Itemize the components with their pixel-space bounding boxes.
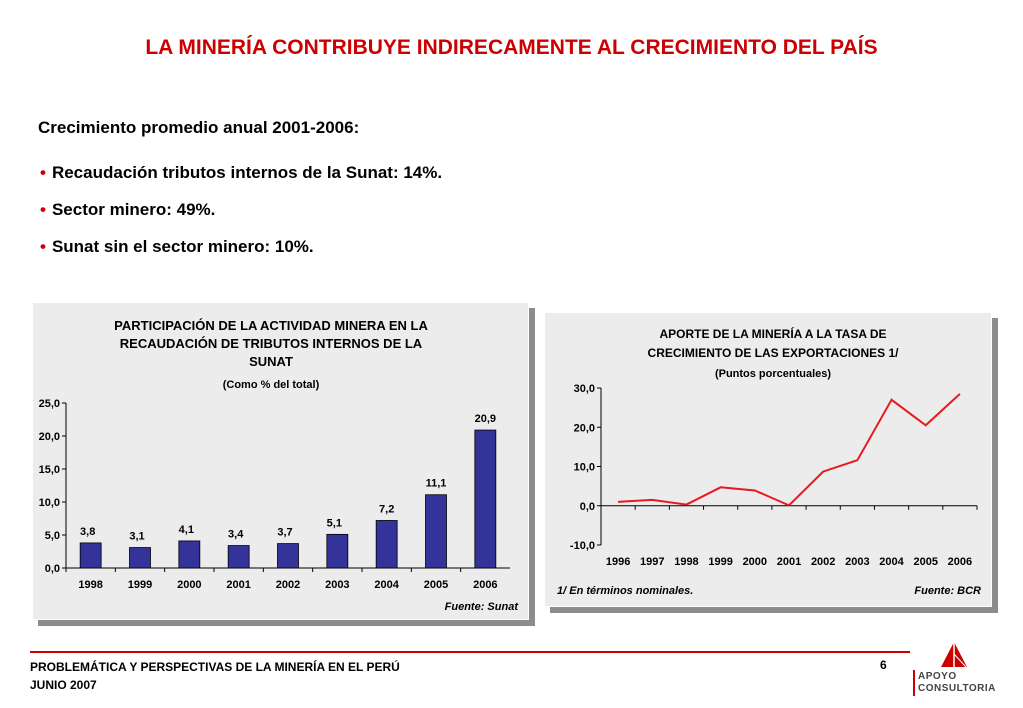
footer-divider bbox=[30, 651, 910, 653]
x-tick-label: 1996 bbox=[606, 556, 630, 568]
x-tick-label: 2000 bbox=[177, 579, 201, 591]
bullet-item: • Sector minero: 49%. bbox=[40, 199, 442, 236]
bar-data-label: 7,2 bbox=[379, 503, 394, 515]
bullet-icon: • bbox=[40, 237, 46, 256]
x-tick-label: 1997 bbox=[640, 556, 664, 568]
y-tick-label: 20,0 bbox=[39, 431, 60, 443]
apoyo-consultoria-logo: APOYO CONSULTORIA bbox=[913, 640, 1013, 700]
bar-data-label: 3,4 bbox=[228, 529, 244, 541]
bar-2000 bbox=[178, 540, 201, 569]
bullet-text: Sunat sin el sector minero: 10%. bbox=[51, 237, 314, 256]
x-tick-label: 1999 bbox=[708, 556, 732, 568]
bar-2005 bbox=[425, 494, 447, 569]
bar-data-label: 20,9 bbox=[475, 413, 496, 425]
x-tick-label: 2006 bbox=[473, 579, 497, 591]
chart-source: Fuente: BCR bbox=[914, 585, 981, 597]
bullet-text: Recaudación tributos internos de la Suna… bbox=[51, 163, 443, 182]
x-tick-label: 2004 bbox=[374, 579, 399, 591]
x-tick-label: 2005 bbox=[913, 556, 937, 568]
page-number: 6 bbox=[880, 658, 887, 672]
left-chart-panel: PARTICIPACIÓN DE LA ACTIVIDAD MINERA EN … bbox=[32, 302, 529, 620]
chart-title-line: APORTE DE LA MINERÍA A LA TASA DE bbox=[659, 326, 886, 341]
chart-title-line: CRECIMIENTO DE LAS EXPORTACIONES 1/ bbox=[648, 346, 900, 360]
y-tick-label: 25,0 bbox=[39, 398, 60, 410]
footer-date: JUNIO 2007 bbox=[30, 678, 97, 692]
bullet-item: • Recaudación tributos internos de la Sun… bbox=[40, 162, 442, 199]
logo-text-2: CONSULTORIA bbox=[918, 683, 996, 694]
bar-2004 bbox=[375, 520, 398, 569]
bar-chart: PARTICIPACIÓN DE LA ACTIVIDAD MINERA EN … bbox=[39, 318, 520, 613]
series-line bbox=[618, 393, 961, 507]
x-tick-label: 2005 bbox=[424, 579, 448, 591]
x-tick-label: 2001 bbox=[777, 556, 801, 568]
chart-note: 1/ En términos nominales. bbox=[557, 585, 693, 597]
x-tick-label: 1998 bbox=[674, 556, 698, 568]
x-tick-label: 2000 bbox=[743, 556, 767, 568]
bullet-text: Sector minero: 49%. bbox=[51, 200, 216, 219]
x-tick-label: 1999 bbox=[128, 579, 152, 591]
y-tick-label: 20,0 bbox=[574, 422, 595, 434]
bar-1999 bbox=[129, 547, 151, 569]
chart-title-line: RECAUDACIÓN DE TRIBUTOS INTERNOS DE LA bbox=[120, 336, 423, 351]
bar-1998 bbox=[79, 542, 102, 569]
bar-data-label: 4,1 bbox=[179, 524, 194, 536]
bullet-item: • Sunat sin el sector minero: 10%. bbox=[40, 236, 442, 273]
bullet-icon: • bbox=[40, 200, 46, 219]
x-tick-label: 1998 bbox=[78, 579, 102, 591]
y-tick-label: 15,0 bbox=[39, 464, 60, 476]
bullet-list: • Recaudación tributos internos de la Sun… bbox=[40, 162, 442, 273]
bar-data-label: 3,7 bbox=[277, 527, 292, 539]
y-tick-label: 10,0 bbox=[574, 462, 595, 474]
bar-2002 bbox=[277, 543, 299, 569]
y-tick-label: 10,0 bbox=[39, 497, 60, 509]
bar-data-label: 3,1 bbox=[129, 531, 144, 543]
bar-2006 bbox=[474, 429, 497, 569]
y-tick-label: 0,0 bbox=[580, 501, 595, 513]
slide-title: LA MINERÍA CONTRIBUYE INDIRECAMENTE AL C… bbox=[145, 36, 878, 59]
slide-subtitle: Crecimiento promedio anual 2001-2006: bbox=[38, 118, 360, 137]
logo-triangle-icon bbox=[941, 642, 967, 668]
y-tick-label: 0,0 bbox=[45, 563, 60, 575]
chart-subtitle: (Como % del total) bbox=[223, 379, 320, 391]
bar-data-label: 5,1 bbox=[327, 517, 342, 529]
right-chart-panel: APORTE DE LA MINERÍA A LA TASA DE CRECIMI… bbox=[544, 312, 992, 607]
bar-2003 bbox=[326, 533, 349, 569]
bar-2001 bbox=[227, 545, 250, 569]
bullet-icon: • bbox=[40, 163, 46, 182]
y-tick-label: -10,0 bbox=[570, 540, 595, 552]
x-tick-label: 2004 bbox=[879, 556, 904, 568]
chart-source: Fuente: Sunat bbox=[445, 601, 520, 613]
footer-title: PROBLEMÁTICA Y PERSPECTIVAS DE LA MINERÍ… bbox=[30, 660, 400, 674]
bar-data-label: 3,8 bbox=[80, 526, 95, 538]
chart-title-line: SUNAT bbox=[249, 354, 293, 369]
x-tick-label: 2001 bbox=[226, 579, 250, 591]
line-chart: APORTE DE LA MINERÍA A LA TASA DE CRECIMI… bbox=[557, 326, 981, 597]
x-tick-label: 2003 bbox=[845, 556, 869, 568]
bar-data-label: 11,1 bbox=[426, 478, 447, 490]
chart-subtitle: (Puntos porcentuales) bbox=[715, 368, 831, 380]
x-tick-label: 2002 bbox=[276, 579, 300, 591]
chart-title-line: PARTICIPACIÓN DE LA ACTIVIDAD MINERA EN … bbox=[114, 318, 428, 333]
x-tick-label: 2003 bbox=[325, 579, 349, 591]
x-tick-label: 2002 bbox=[811, 556, 835, 568]
x-tick-label: 2006 bbox=[948, 556, 972, 568]
y-tick-label: 5,0 bbox=[45, 530, 60, 542]
y-tick-label: 30,0 bbox=[574, 383, 595, 395]
logo-text-1: APOYO bbox=[918, 671, 957, 682]
